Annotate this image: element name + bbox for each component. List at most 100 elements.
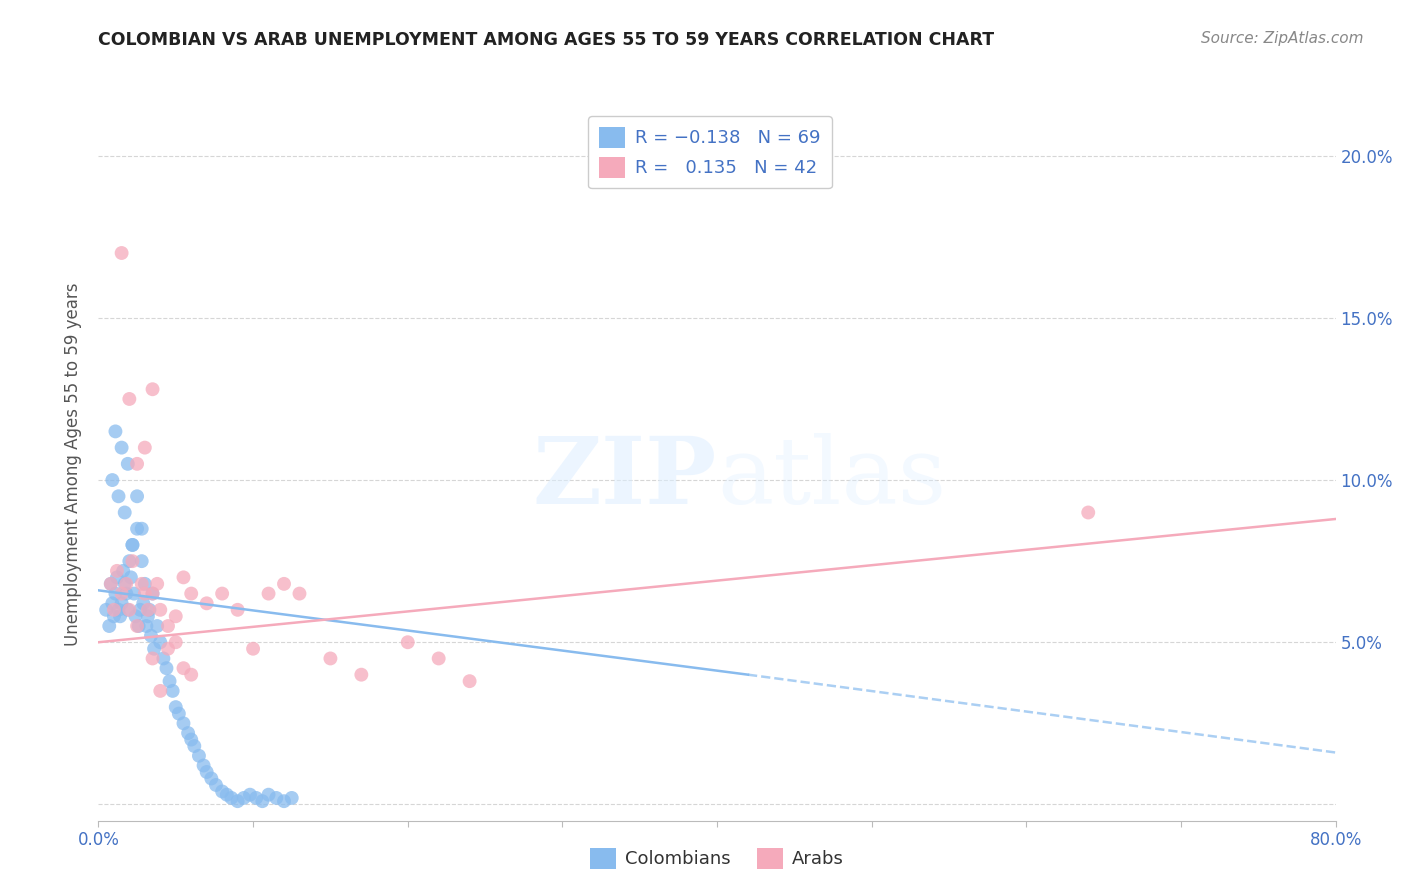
Point — [111, 441, 134, 455]
Point — [129, 603, 152, 617]
Point — [146, 619, 169, 633]
Point — [157, 619, 180, 633]
Point — [180, 667, 202, 681]
Point — [98, 619, 121, 633]
Text: ZIP: ZIP — [533, 434, 717, 523]
Point — [142, 382, 165, 396]
Point — [105, 570, 128, 584]
Point — [117, 457, 139, 471]
Point — [221, 791, 243, 805]
Point — [149, 684, 172, 698]
Point — [232, 791, 254, 805]
Point — [239, 788, 262, 802]
Point — [142, 586, 165, 600]
Point — [180, 586, 202, 600]
Point — [118, 554, 141, 568]
Point — [319, 651, 342, 665]
Point — [143, 641, 166, 656]
Point — [173, 716, 195, 731]
Point — [149, 635, 172, 649]
Point — [350, 667, 373, 681]
Point — [165, 700, 187, 714]
Point — [131, 522, 153, 536]
Point — [281, 791, 304, 805]
Point — [266, 791, 288, 805]
Point — [200, 772, 222, 786]
Point — [245, 791, 267, 805]
Point — [159, 674, 181, 689]
Point — [115, 586, 138, 600]
Point — [173, 570, 195, 584]
Point — [103, 603, 125, 617]
Legend: Colombians, Arabs: Colombians, Arabs — [583, 840, 851, 876]
Point — [121, 554, 143, 568]
Point — [142, 651, 165, 665]
Point — [157, 641, 180, 656]
Point — [165, 635, 187, 649]
Point — [152, 651, 174, 665]
Point — [111, 596, 134, 610]
Point — [100, 577, 122, 591]
Point — [105, 564, 128, 578]
Point — [111, 246, 134, 260]
Point — [215, 788, 238, 802]
Point — [146, 577, 169, 591]
Point — [128, 619, 150, 633]
Point — [288, 586, 311, 600]
Point — [195, 596, 218, 610]
Point — [427, 651, 450, 665]
Point — [257, 586, 280, 600]
Point — [162, 684, 184, 698]
Point — [205, 778, 228, 792]
Point — [155, 661, 177, 675]
Point — [173, 661, 195, 675]
Point — [273, 794, 295, 808]
Point — [167, 706, 190, 721]
Point — [136, 603, 159, 617]
Point — [118, 603, 141, 617]
Point — [193, 758, 215, 772]
Point — [188, 748, 211, 763]
Point — [121, 538, 143, 552]
Point — [131, 577, 153, 591]
Point — [124, 609, 146, 624]
Text: atlas: atlas — [717, 434, 946, 523]
Point — [120, 570, 142, 584]
Point — [115, 577, 138, 591]
Point — [134, 577, 156, 591]
Point — [103, 609, 125, 624]
Point — [108, 609, 131, 624]
Point — [134, 441, 156, 455]
Point — [211, 784, 233, 798]
Point — [242, 641, 264, 656]
Point — [135, 619, 157, 633]
Point — [111, 586, 134, 600]
Point — [396, 635, 419, 649]
Point — [96, 603, 118, 617]
Point — [211, 586, 233, 600]
Point — [112, 564, 135, 578]
Point — [183, 739, 205, 753]
Point — [114, 577, 136, 591]
Point — [121, 538, 143, 552]
Point — [195, 764, 218, 779]
Point — [127, 457, 149, 471]
Text: Source: ZipAtlas.com: Source: ZipAtlas.com — [1201, 31, 1364, 46]
Point — [114, 506, 136, 520]
Point — [118, 392, 141, 406]
Point — [458, 674, 481, 689]
Point — [177, 726, 200, 740]
Point — [127, 522, 149, 536]
Point — [127, 619, 149, 633]
Point — [252, 794, 274, 808]
Point — [101, 596, 124, 610]
Point — [273, 577, 295, 591]
Point — [104, 425, 127, 439]
Text: COLOMBIAN VS ARAB UNEMPLOYMENT AMONG AGES 55 TO 59 YEARS CORRELATION CHART: COLOMBIAN VS ARAB UNEMPLOYMENT AMONG AGE… — [98, 31, 994, 49]
Point — [101, 473, 124, 487]
Point — [226, 794, 249, 808]
Point — [104, 586, 127, 600]
Point — [257, 788, 280, 802]
Y-axis label: Unemployment Among Ages 55 to 59 years: Unemployment Among Ages 55 to 59 years — [65, 282, 83, 646]
Point — [100, 577, 122, 591]
